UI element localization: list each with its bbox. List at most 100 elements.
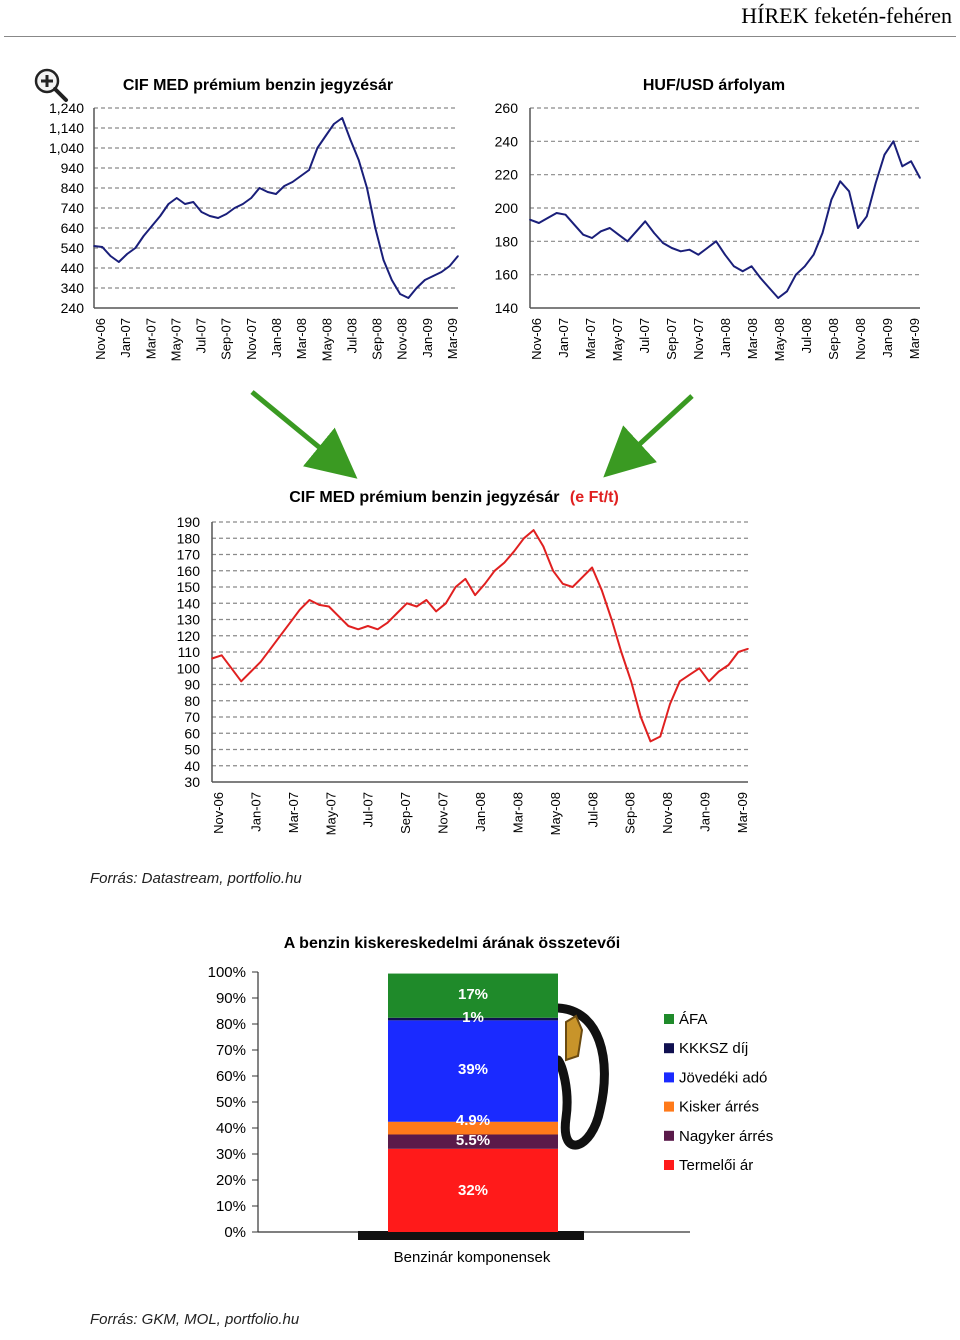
data-point — [866, 215, 868, 218]
x-tick-label: Jan-07 — [118, 318, 133, 358]
data-point — [573, 223, 576, 226]
data-point — [289, 621, 291, 624]
data-point — [250, 670, 252, 673]
data-point — [134, 247, 137, 249]
x-tick-label: Nov-07 — [436, 792, 451, 834]
data-point — [220, 654, 223, 657]
x-tick-label: Nov-06 — [93, 318, 108, 360]
data-point — [484, 582, 486, 585]
data-point — [211, 657, 213, 660]
data-point — [671, 247, 673, 249]
data-point — [424, 279, 426, 281]
x-tick-label: Jul-08 — [585, 792, 600, 827]
data-point — [376, 628, 379, 631]
x-tick-label: Sep-07 — [398, 792, 413, 834]
data-point — [167, 203, 170, 205]
data-point — [347, 625, 350, 627]
data-point — [126, 253, 128, 255]
data-point — [892, 140, 895, 143]
data-point — [538, 222, 540, 224]
y-tick-label: 140 — [177, 595, 201, 611]
chart-price-components: A benzin kiskereskedelmi árának összetev… — [208, 935, 774, 1266]
x-tick-label: Nov-06 — [211, 792, 226, 834]
data-point — [777, 297, 779, 299]
data-point — [258, 187, 261, 189]
y-tick-label: 180 — [495, 233, 519, 249]
data-point — [435, 610, 437, 613]
y-tick-label: 180 — [177, 530, 201, 546]
chart-title: HUF/USD árfolyam — [643, 77, 785, 94]
data-point — [266, 191, 269, 193]
data-point — [513, 550, 515, 553]
data-point — [678, 680, 681, 683]
data-point — [396, 612, 398, 614]
x-tick-label: Jan-09 — [698, 792, 713, 832]
legend-label: ÁFA — [679, 1011, 707, 1028]
magnifier-plus-icon[interactable] — [34, 68, 68, 102]
data-point — [415, 287, 418, 289]
data-point — [874, 182, 877, 184]
data-point — [821, 232, 824, 234]
data-point — [601, 589, 603, 592]
data-point — [316, 147, 319, 149]
x-tick-label: Mar-08 — [294, 318, 309, 359]
chart-title: A benzin kiskereskedelmi árának összetev… — [284, 935, 620, 952]
x-tick-label: Mar-07 — [143, 318, 158, 359]
data-point — [839, 180, 842, 183]
y-tick-label: 170 — [177, 547, 201, 563]
y-tick-label: 160 — [495, 267, 519, 283]
legend-label: Nagyker árrés — [679, 1128, 773, 1145]
y-tick-label: 90% — [216, 990, 246, 1007]
legend-swatch — [664, 1130, 674, 1141]
x-tick-label: Jan-09 — [420, 318, 435, 358]
bar-segment — [388, 1148, 558, 1232]
data-point — [635, 230, 638, 233]
data-point — [546, 217, 549, 219]
y-tick-label: 50 — [184, 742, 200, 758]
data-point — [209, 215, 211, 217]
data-point — [93, 245, 95, 247]
data-point — [649, 740, 652, 743]
y-tick-label: 740 — [61, 200, 85, 216]
x-tick-label: Mar-09 — [735, 792, 750, 833]
data-point — [291, 181, 294, 183]
data-point — [644, 220, 647, 223]
y-tick-label: 60 — [184, 725, 200, 741]
x-tick-label: Nov-08 — [853, 318, 868, 360]
x-tick-label: Nov-07 — [691, 318, 706, 360]
data-point — [630, 680, 632, 683]
data-point — [259, 660, 262, 663]
data-point — [366, 187, 368, 189]
data-point — [333, 123, 335, 125]
y-tick-label: 100 — [177, 660, 201, 676]
bar-value-label: 4.9% — [456, 1112, 490, 1129]
arrow-right — [603, 394, 694, 478]
x-tick-label: Jul-07 — [637, 318, 652, 353]
y-tick-label: 1,040 — [49, 140, 84, 156]
y-tick-label: 70% — [216, 1042, 246, 1059]
x-tick-label: May-08 — [772, 318, 787, 361]
legend-swatch — [664, 1043, 674, 1054]
data-point — [101, 246, 104, 248]
arrow-left — [250, 390, 358, 479]
data-point — [275, 193, 277, 195]
y-tick-label: 30 — [184, 774, 200, 790]
x-tick-label: Jul-08 — [799, 318, 814, 353]
x-tick-label: Jul-08 — [344, 318, 359, 353]
data-point — [582, 233, 584, 236]
page-title: HÍREK feketén-fehéren — [741, 3, 952, 28]
bar-segment — [388, 1134, 558, 1149]
data-point — [786, 290, 788, 293]
data-point — [562, 582, 564, 585]
data-point — [298, 608, 301, 611]
data-point — [217, 217, 219, 219]
y-tick-label: 160 — [177, 563, 201, 579]
data-point — [425, 599, 428, 601]
data-point — [552, 569, 554, 572]
data-point — [269, 647, 272, 650]
bar-value-label: 32% — [458, 1182, 488, 1199]
data-point — [581, 576, 584, 579]
data-point — [341, 117, 343, 119]
y-tick-label: 840 — [61, 180, 85, 196]
x-tick-label: Jul-07 — [194, 318, 209, 353]
